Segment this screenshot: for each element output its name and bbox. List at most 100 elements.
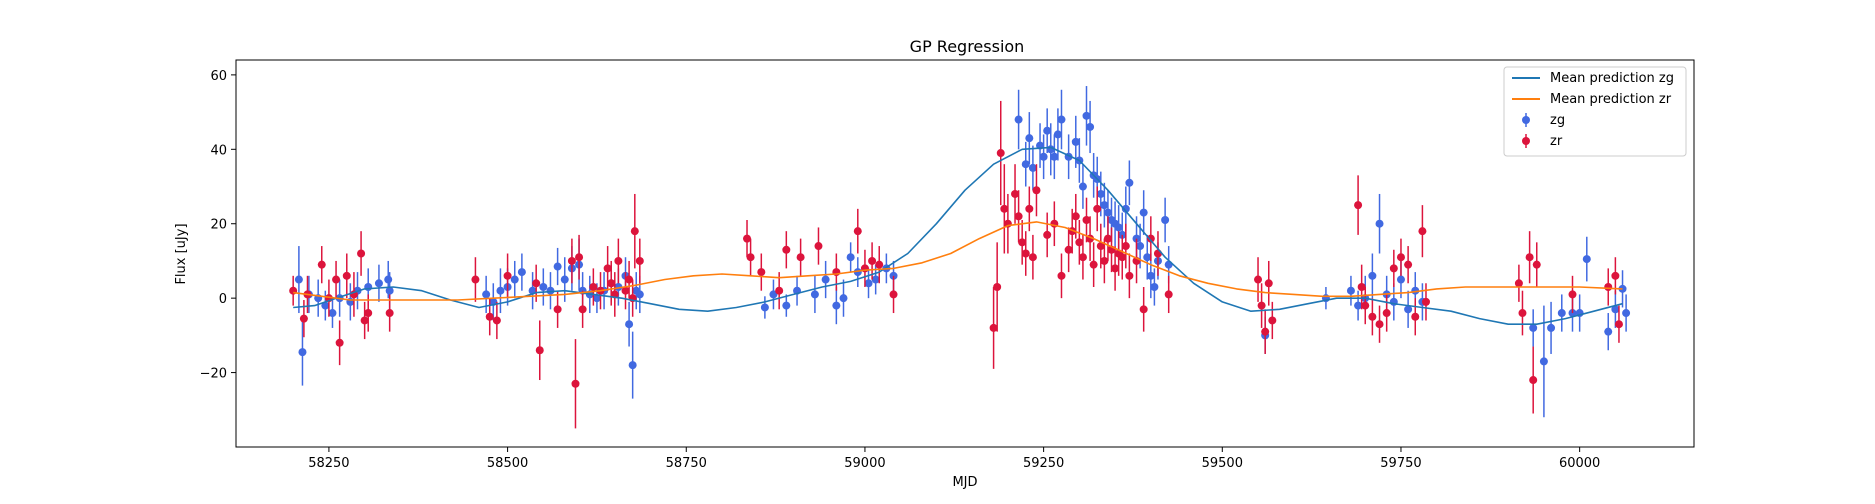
- zr-point: [575, 253, 584, 262]
- zr-point: [1082, 216, 1091, 225]
- zg-point: [635, 290, 644, 299]
- zg-point: [1396, 275, 1405, 284]
- legend-label-zg: zg: [1550, 113, 1565, 128]
- zr-point: [1614, 320, 1623, 329]
- zr-point: [1014, 212, 1023, 221]
- zr-point: [607, 279, 616, 288]
- zr-point: [1264, 279, 1273, 288]
- y-tick-label: 60: [210, 69, 227, 84]
- x-axis-label: MJD: [952, 475, 977, 490]
- zr-point: [868, 256, 877, 265]
- zr-point: [1418, 227, 1427, 236]
- x-tick-label: 59250: [1023, 456, 1064, 471]
- zg-point: [625, 320, 634, 329]
- zr-point: [503, 271, 512, 280]
- zg-point: [496, 286, 505, 295]
- zr-point: [1411, 312, 1420, 321]
- zg-point: [1375, 219, 1384, 228]
- x-tick-label: 59000: [844, 456, 885, 471]
- zr-point: [1421, 297, 1430, 306]
- zg-point: [1547, 323, 1556, 332]
- y-tick-label: 0: [219, 292, 227, 307]
- x-tick-label: 60000: [1559, 456, 1600, 471]
- x-axis-ticks: 58250 58500 58750 59000 59250 59500 59750 60000: [308, 447, 1600, 471]
- zr-point: [471, 275, 480, 284]
- zr-point: [1261, 327, 1270, 336]
- zg-point: [1136, 242, 1145, 251]
- zg-point: [374, 279, 383, 288]
- zr-point: [1518, 309, 1527, 318]
- zg-point: [821, 275, 830, 284]
- zg-point: [1143, 253, 1152, 262]
- zg-point: [1014, 115, 1023, 124]
- zg-point: [1125, 178, 1134, 187]
- zr-point: [621, 286, 630, 295]
- zg-point: [1100, 201, 1109, 210]
- zg-point: [294, 275, 303, 284]
- zg-point: [553, 262, 562, 271]
- zg-point: [1354, 301, 1363, 310]
- zr-point: [1121, 242, 1130, 251]
- zr-point: [1064, 245, 1073, 254]
- zg-point: [810, 290, 819, 299]
- zg-point: [482, 290, 491, 299]
- y-tick-label: −20: [200, 367, 227, 382]
- zr-point: [578, 305, 587, 314]
- zg-point: [321, 301, 330, 310]
- zg-point: [510, 275, 519, 284]
- zg-point: [839, 294, 848, 303]
- zr-point: [299, 314, 308, 323]
- zg-point: [1096, 189, 1105, 198]
- zg-point: [1346, 286, 1355, 295]
- zg-point: [364, 282, 373, 291]
- zr-point: [1268, 316, 1277, 325]
- zg-point: [1368, 271, 1377, 280]
- axes-frame: [235, 59, 1695, 448]
- zr-point: [1057, 271, 1066, 280]
- legend-label-mean-zg: Mean prediction zg: [1550, 71, 1674, 86]
- legend-label-zr: zr: [1550, 134, 1563, 149]
- zr-point: [571, 379, 580, 388]
- zg-point: [782, 301, 791, 310]
- zr-point: [1093, 204, 1102, 213]
- zg-point: [1404, 305, 1413, 314]
- zr-point: [492, 316, 501, 325]
- zr-point: [1525, 253, 1534, 262]
- zr-point: [757, 268, 766, 277]
- x-tick-label: 58250: [308, 456, 349, 471]
- zg-point: [517, 268, 526, 277]
- series-mean-prediction-zr-line: [293, 221, 1623, 301]
- zr-point: [743, 234, 752, 243]
- zr-point: [1146, 234, 1155, 243]
- zr-point: [746, 253, 755, 262]
- zg-point: [1025, 134, 1034, 143]
- zg-point: [1021, 160, 1030, 169]
- zr-point: [317, 260, 326, 269]
- zg-point: [1604, 327, 1613, 336]
- zr-point: [1025, 204, 1034, 213]
- zr-point: [1389, 264, 1398, 273]
- zr-point: [485, 312, 494, 321]
- zg-point: [1082, 111, 1091, 120]
- zg-point: [1139, 208, 1148, 217]
- y-axis-ticks: −20 0 20 40 60: [200, 69, 236, 382]
- zg-point: [1050, 152, 1059, 161]
- zg-point: [1146, 271, 1155, 280]
- zr-point: [1089, 260, 1098, 269]
- zr-point: [614, 256, 623, 265]
- zr-point: [889, 290, 898, 299]
- zg-point: [560, 275, 569, 284]
- x-tick-label: 59750: [1380, 456, 1421, 471]
- zr-point: [1257, 301, 1266, 310]
- zg-point: [1557, 309, 1566, 318]
- zr-point: [1103, 234, 1112, 243]
- legend-box: [1503, 66, 1687, 157]
- zg-point: [769, 290, 778, 299]
- zg-point: [846, 253, 855, 262]
- legend: Mean prediction zg Mean prediction zr zg…: [1503, 66, 1687, 157]
- zr-point: [1125, 271, 1134, 280]
- zr-point: [1404, 260, 1413, 269]
- zg-point: [1078, 182, 1087, 191]
- chart-title: GP Regression: [910, 37, 1025, 56]
- zg-point: [628, 361, 637, 370]
